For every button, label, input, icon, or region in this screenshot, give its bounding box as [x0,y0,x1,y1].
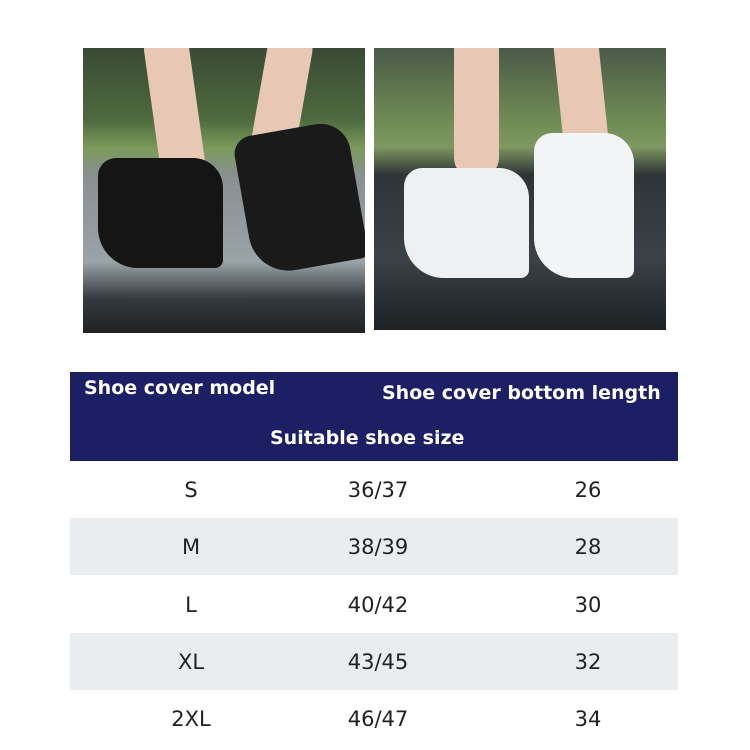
cell-size: 43/45 [347,650,409,674]
cell-length: 26 [574,478,602,502]
table-row: S 36/37 26 [70,461,678,518]
cell-length: 32 [574,650,602,674]
header-shoe-size: Suitable shoe size [270,427,465,449]
cell-size: 40/42 [347,593,409,617]
cell-model: L [185,593,197,617]
header-bottom-length: Shoe cover bottom length [382,382,661,404]
table-row: L 40/42 30 [70,576,678,633]
table-row: 2XL 46/47 34 [70,690,678,747]
white-shoe-cover-photo [374,48,666,330]
cell-model: S [184,478,198,502]
header-model: Shoe cover model [84,377,276,399]
cell-size: 36/37 [347,478,409,502]
cell-model: M [181,535,201,559]
cell-model: XL [177,650,205,674]
cell-size: 46/47 [347,707,409,731]
black-shoe-cover-photo [83,48,365,333]
cell-length: 34 [574,707,602,731]
cell-size: 38/39 [347,535,409,559]
table-row: M 38/39 28 [70,518,678,575]
cell-length: 28 [574,535,602,559]
cell-model: 2XL [171,707,211,731]
table-row: XL 43/45 32 [70,633,678,690]
cell-length: 30 [574,593,602,617]
table-header: Shoe cover model Suitable shoe size Shoe… [70,372,678,461]
